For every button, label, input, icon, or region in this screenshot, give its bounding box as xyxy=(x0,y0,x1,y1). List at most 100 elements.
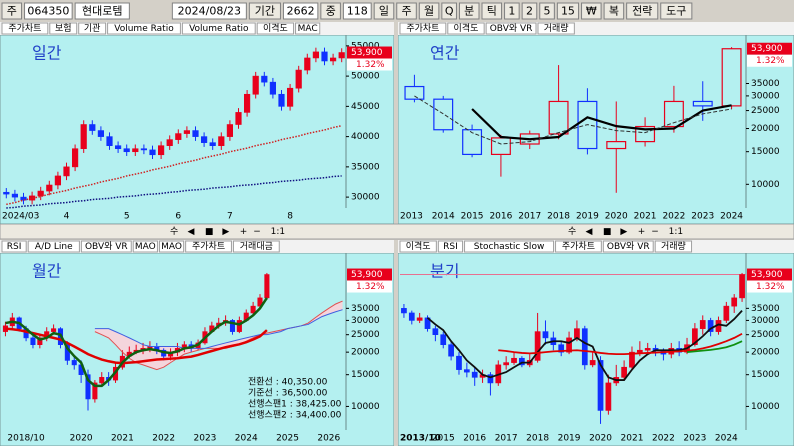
control[interactable]: ◀ xyxy=(187,227,194,237)
toolbar-text[interactable]: 현대로템 xyxy=(82,5,122,18)
tab-label[interactable]: 주가차트 xyxy=(192,240,225,252)
tab-label[interactable]: RSI xyxy=(7,242,22,252)
control[interactable]: + xyxy=(240,227,248,237)
control[interactable]: 1:1 xyxy=(271,227,285,237)
tab-label[interactable]: Volume Ratio xyxy=(189,24,249,34)
toolbar-box[interactable] xyxy=(342,2,372,20)
tab-label[interactable]: 이격도 xyxy=(454,22,479,34)
tab[interactable] xyxy=(295,22,321,35)
tab[interactable] xyxy=(107,22,181,35)
tab[interactable] xyxy=(185,240,232,253)
tab-label[interactable]: 기관 xyxy=(84,23,101,34)
tab-label[interactable]: Stochastic Slow xyxy=(474,242,545,252)
toolbar-text[interactable]: 2662 xyxy=(287,5,315,18)
tab-label[interactable]: 주가차트 xyxy=(406,22,439,34)
toolbar-text[interactable]: 2 xyxy=(526,5,533,18)
tab[interactable] xyxy=(181,22,256,35)
tab[interactable] xyxy=(399,22,447,35)
tab-label[interactable]: 거래량 xyxy=(661,240,686,252)
tab[interactable] xyxy=(537,22,575,35)
control[interactable]: ◀ xyxy=(585,227,592,237)
toolbar-box[interactable] xyxy=(282,2,319,20)
tab-label[interactable]: 이격도 xyxy=(263,22,288,34)
toolbar-box[interactable] xyxy=(504,2,520,20)
tab[interactable] xyxy=(654,240,693,253)
control[interactable]: − xyxy=(253,227,261,237)
control[interactable]: ■ xyxy=(603,227,612,237)
toolbar-box[interactable] xyxy=(24,2,73,20)
toolbar-text[interactable]: 복 xyxy=(609,5,619,18)
tab-label[interactable]: Volume Ratio xyxy=(114,24,174,34)
toolbar-text[interactable]: 틱 xyxy=(487,5,497,18)
toolbar-box[interactable] xyxy=(373,2,395,20)
control[interactable]: ■ xyxy=(205,227,214,237)
toolbar-text[interactable]: 전략 xyxy=(632,5,652,18)
toolbar-text[interactable]: ₩ xyxy=(586,5,597,18)
tab[interactable] xyxy=(485,22,537,35)
tab-label[interactable]: MAO xyxy=(135,242,156,252)
tab-label[interactable]: OBV와 VR xyxy=(85,240,128,252)
control[interactable]: ▶ xyxy=(620,227,627,237)
tab-label[interactable]: RSI xyxy=(443,242,458,252)
tab-label[interactable]: A/D Line xyxy=(35,242,73,252)
tab[interactable] xyxy=(49,22,78,35)
toolbar-text[interactable]: 15 xyxy=(561,5,575,18)
tab[interactable] xyxy=(1,22,49,35)
tab[interactable] xyxy=(78,22,107,35)
tab-label[interactable]: 보험 xyxy=(55,23,72,34)
toolbar-text[interactable]: 주 xyxy=(7,5,17,18)
tab[interactable] xyxy=(399,240,437,253)
toolbar-box[interactable] xyxy=(521,2,538,20)
tab[interactable] xyxy=(27,240,80,253)
toolbar-text[interactable]: 1 xyxy=(508,5,515,18)
control[interactable]: 1:1 xyxy=(669,227,683,237)
tab[interactable] xyxy=(132,240,158,253)
toolbar-text[interactable]: 분 xyxy=(464,5,474,18)
tab[interactable] xyxy=(256,22,295,35)
toolbar-text[interactable]: 도구 xyxy=(666,5,686,18)
tab[interactable] xyxy=(555,240,602,253)
toolbar-text[interactable]: 주 xyxy=(401,5,411,18)
toolbar-text[interactable]: Q xyxy=(445,5,454,18)
toolbar-box[interactable] xyxy=(556,2,580,20)
toolbar-box[interactable] xyxy=(626,2,659,20)
toolbar-box[interactable] xyxy=(539,2,555,20)
tab-label[interactable]: MAC xyxy=(298,24,318,34)
toolbar-box[interactable] xyxy=(1,2,23,20)
toolbar-text[interactable]: 월 xyxy=(424,5,434,18)
tab[interactable] xyxy=(602,240,654,253)
toolbar-text[interactable]: 118 xyxy=(347,5,368,18)
toolbar-box[interactable] xyxy=(396,2,417,20)
tab-label[interactable]: OBV와 VR xyxy=(490,22,533,34)
tab-label[interactable]: MAO xyxy=(161,242,182,252)
tab[interactable] xyxy=(464,240,555,253)
toolbar-text[interactable]: 일 xyxy=(379,4,389,18)
control[interactable]: ▶ xyxy=(222,227,229,237)
tab[interactable] xyxy=(232,240,280,253)
toolbar-box[interactable] xyxy=(458,2,480,20)
control[interactable]: 수 xyxy=(170,226,178,237)
tab-label[interactable]: 거래대금 xyxy=(240,241,273,252)
tab-label[interactable]: 거래량 xyxy=(544,22,569,34)
tab[interactable] xyxy=(158,240,185,253)
tab[interactable] xyxy=(80,240,132,253)
toolbar-box[interactable] xyxy=(581,2,602,20)
tab[interactable] xyxy=(437,240,464,253)
control[interactable]: − xyxy=(651,227,659,237)
toolbar-text[interactable]: 5 xyxy=(544,5,551,18)
toolbar-box[interactable] xyxy=(441,2,457,20)
tab-label[interactable]: OBV와 VR xyxy=(607,240,650,252)
tab-label[interactable]: 주가차트 xyxy=(8,22,41,34)
toolbar-box[interactable] xyxy=(481,2,503,20)
tab[interactable] xyxy=(447,22,485,35)
toolbar-box[interactable] xyxy=(660,2,693,20)
toolbar-box[interactable] xyxy=(171,2,247,20)
toolbar-text[interactable]: 064350 xyxy=(27,5,69,18)
control[interactable]: 수 xyxy=(568,226,576,237)
tab-label[interactable]: 이격도 xyxy=(406,240,431,252)
toolbar-box[interactable] xyxy=(603,2,625,20)
toolbar-box[interactable] xyxy=(74,2,130,20)
tab[interactable] xyxy=(1,240,27,253)
toolbar-box[interactable] xyxy=(418,2,440,20)
control[interactable]: + xyxy=(638,227,646,237)
